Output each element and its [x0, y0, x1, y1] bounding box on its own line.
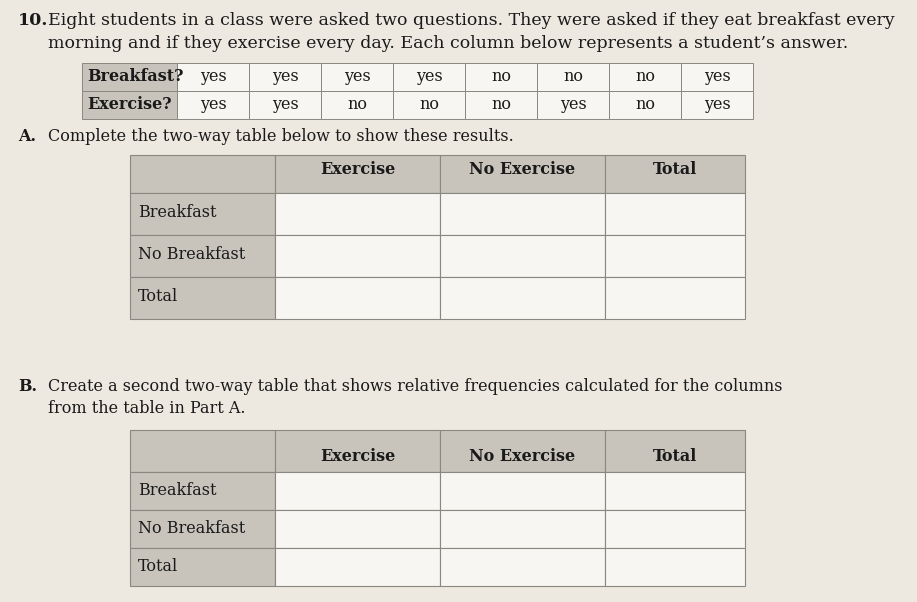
Bar — [605, 472, 745, 510]
Text: No Exercise: No Exercise — [470, 448, 576, 465]
Bar — [537, 63, 609, 91]
Text: morning and if they exercise every day. Each column below represents a student’s: morning and if they exercise every day. … — [48, 35, 848, 52]
Text: no: no — [491, 96, 511, 113]
Bar — [130, 235, 275, 277]
Text: yes: yes — [703, 96, 730, 113]
Bar — [440, 235, 605, 277]
Bar — [537, 91, 609, 119]
Text: No Exercise: No Exercise — [470, 161, 576, 178]
Bar — [130, 193, 275, 235]
Bar — [440, 155, 605, 193]
Text: no: no — [491, 68, 511, 85]
Bar — [130, 277, 275, 319]
Text: A.: A. — [18, 128, 36, 145]
Text: Exercise: Exercise — [320, 161, 395, 178]
Bar — [275, 548, 440, 586]
Bar — [321, 63, 393, 91]
Text: Breakfast: Breakfast — [138, 482, 216, 499]
Text: Complete the two-way table below to show these results.: Complete the two-way table below to show… — [48, 128, 514, 145]
Text: yes: yes — [415, 68, 442, 85]
Bar — [605, 510, 745, 548]
Text: 10.: 10. — [18, 12, 49, 29]
Text: B.: B. — [18, 378, 37, 395]
Text: yes: yes — [703, 68, 730, 85]
Bar — [681, 63, 753, 91]
Bar — [605, 155, 745, 193]
Text: Exercise: Exercise — [320, 448, 395, 465]
Text: yes: yes — [559, 96, 586, 113]
Bar — [82, 91, 177, 119]
Bar — [249, 63, 321, 91]
Bar — [465, 63, 537, 91]
Bar — [393, 91, 465, 119]
Bar — [177, 91, 249, 119]
Text: Breakfast: Breakfast — [138, 204, 216, 221]
Bar — [275, 193, 440, 235]
Bar — [605, 430, 745, 472]
Bar — [440, 548, 605, 586]
Text: Total: Total — [653, 448, 697, 465]
Bar — [249, 91, 321, 119]
Text: No Breakfast: No Breakfast — [138, 520, 245, 537]
Text: No Breakfast: No Breakfast — [138, 246, 245, 263]
Text: Breakfast?: Breakfast? — [87, 68, 183, 85]
Bar — [465, 91, 537, 119]
Text: Total: Total — [138, 288, 178, 305]
Bar — [440, 193, 605, 235]
Bar — [130, 472, 275, 510]
Bar — [130, 548, 275, 586]
Bar — [681, 91, 753, 119]
Bar — [440, 472, 605, 510]
Bar — [609, 63, 681, 91]
Bar — [130, 510, 275, 548]
Bar — [275, 155, 440, 193]
Bar — [275, 510, 440, 548]
Bar — [130, 155, 275, 193]
Text: no: no — [635, 96, 655, 113]
Bar — [440, 277, 605, 319]
Bar — [275, 430, 440, 472]
Text: no: no — [635, 68, 655, 85]
Bar — [130, 430, 275, 472]
Bar — [275, 277, 440, 319]
Text: yes: yes — [271, 68, 298, 85]
Bar — [605, 193, 745, 235]
Bar — [609, 91, 681, 119]
Bar — [321, 91, 393, 119]
Bar — [275, 235, 440, 277]
Text: Eight students in a class were asked two questions. They were asked if they eat : Eight students in a class were asked two… — [48, 12, 895, 29]
Text: no: no — [347, 96, 367, 113]
Bar — [393, 63, 465, 91]
Text: yes: yes — [344, 68, 370, 85]
Text: Total: Total — [138, 558, 178, 575]
Text: yes: yes — [200, 68, 226, 85]
Bar — [82, 63, 177, 91]
Text: Create a second two-way table that shows relative frequencies calculated for the: Create a second two-way table that shows… — [48, 378, 782, 395]
Text: yes: yes — [200, 96, 226, 113]
Text: Total: Total — [653, 161, 697, 178]
Text: from the table in Part A.: from the table in Part A. — [48, 400, 246, 417]
Bar — [605, 277, 745, 319]
Text: no: no — [419, 96, 439, 113]
Bar — [605, 548, 745, 586]
Bar — [440, 510, 605, 548]
Text: Exercise?: Exercise? — [87, 96, 171, 113]
Bar — [605, 235, 745, 277]
Text: no: no — [563, 68, 583, 85]
Bar — [440, 430, 605, 472]
Text: yes: yes — [271, 96, 298, 113]
Bar — [177, 63, 249, 91]
Bar — [275, 472, 440, 510]
